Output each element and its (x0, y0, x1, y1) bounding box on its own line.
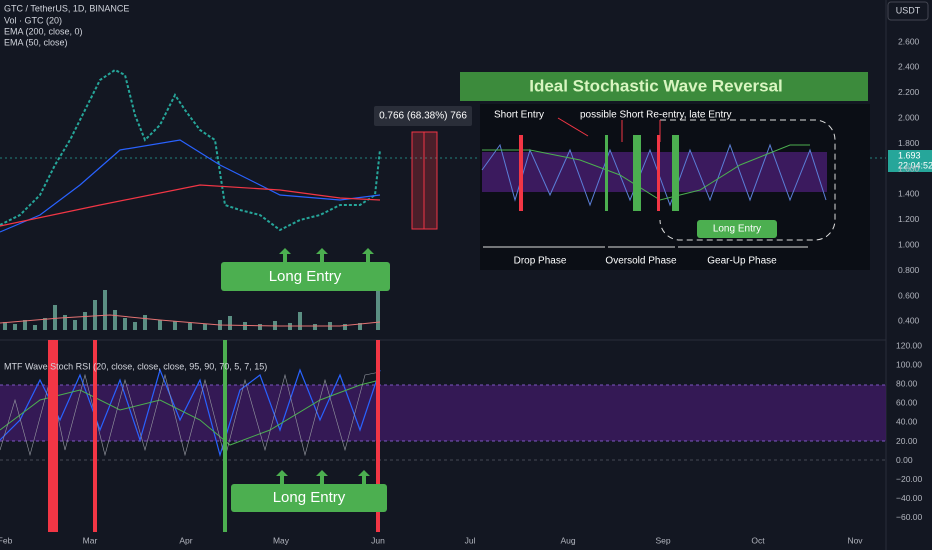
price-tick: 1.800 (898, 138, 920, 148)
long-entry-box (221, 262, 390, 291)
inset-bar (657, 135, 660, 211)
price-tick: 1.400 (898, 189, 920, 199)
price-tick: 2.400 (898, 62, 920, 72)
osc-tick: 40.00 (896, 417, 918, 427)
phase-label: Oversold Phase (605, 256, 677, 267)
osc-tick: 0.00 (896, 455, 913, 465)
price-tick: 2.000 (898, 112, 920, 122)
osc-tick: −60.00 (896, 512, 923, 522)
inset-bar (633, 135, 641, 211)
inset-long-box (697, 220, 777, 238)
inset-bar (605, 135, 608, 211)
last-price: 1.693 (898, 150, 921, 160)
symbol: GTC / TetherUS, 1D, BINANCE (4, 3, 129, 13)
price-tick: 1.600 (898, 163, 920, 173)
price-tick: 1.200 (898, 214, 920, 224)
last-price-box (888, 150, 932, 172)
price-tick: 2.200 (898, 87, 920, 97)
long-entry-label: Long Entry (273, 489, 346, 506)
phase-label: Drop Phase (514, 256, 567, 267)
time-tick: Apr (179, 535, 192, 545)
short-entry: Short Entry (494, 110, 544, 121)
price-tick: 2.600 (898, 36, 920, 46)
stoch-d (0, 379, 381, 446)
title-banner (460, 72, 868, 101)
inset-short-bar (519, 135, 523, 211)
indicator: Vol · GTC (20) (4, 15, 62, 25)
time-tick: May (273, 535, 290, 545)
currency-button[interactable] (887, 1, 929, 21)
time-tick: Jul (465, 535, 476, 545)
price-tick: 0.400 (898, 316, 920, 326)
time-tick: Mar (83, 535, 98, 545)
inset-bar (672, 135, 679, 211)
osc-tick: −20.00 (896, 474, 923, 484)
osc-tick: 20.00 (896, 436, 918, 446)
osc-tick: 100.00 (896, 359, 922, 369)
long-signal-bar (223, 340, 227, 532)
time-tick: Jun (371, 535, 385, 545)
inset-highlight (659, 119, 836, 241)
indicator: EMA (200, close, 0) (4, 26, 83, 36)
countdown: 22:04:52 (898, 160, 932, 170)
ema-50 (0, 139, 381, 233)
price-tick: 0.600 (898, 290, 920, 300)
long-entry-label: Long Entry (269, 268, 342, 285)
time-tick: Oct (751, 535, 765, 545)
oscillator-label: MTF Wave Stoch RSI (20, close, close, cl… (4, 361, 267, 371)
price-tick: 1.000 (898, 239, 920, 249)
time-tick: Nov (847, 535, 863, 545)
reentry: possible Short Re-entry, late Entry (580, 110, 732, 121)
price-candles (0, 68, 381, 232)
phase-label: Gear-Up Phase (707, 256, 777, 267)
time-tick: Aug (560, 535, 575, 545)
volume-ma (0, 314, 381, 327)
short-signal-bar (376, 340, 380, 532)
short-signal-bar (48, 340, 58, 532)
measure-label-bg (374, 106, 472, 126)
osc-tick: 80.00 (896, 378, 918, 388)
time-tick: Feb (0, 535, 13, 545)
measure-label: 0.766 (68.38%) 766 (379, 111, 467, 122)
inset-title: Ideal Stochastic Wave Reversal (529, 76, 783, 95)
ema-200 (0, 184, 381, 227)
long-entry-box (231, 484, 387, 512)
price-tick: 0.800 (898, 265, 920, 275)
osc-tick: −40.00 (896, 493, 923, 503)
inset-arrows (557, 117, 661, 142)
currency: USDT (896, 5, 921, 15)
indicator: EMA (50, close) (4, 37, 68, 47)
osc-tick: 60.00 (896, 398, 918, 408)
short-signal-bar (93, 340, 97, 532)
inset-long: Long Entry (713, 224, 761, 235)
oscillator-band (0, 385, 886, 441)
time-tick: Sep (655, 535, 670, 545)
osc-tick: 120.00 (896, 340, 922, 350)
